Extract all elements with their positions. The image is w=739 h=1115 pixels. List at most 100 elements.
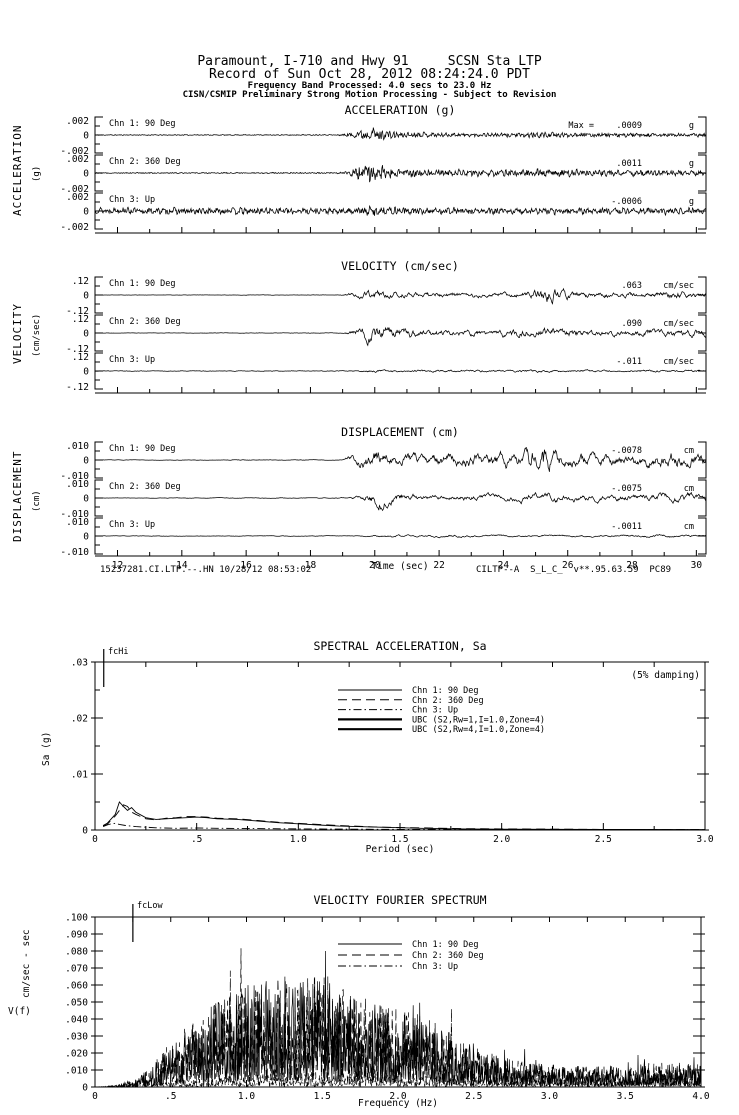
sa-curve-1: [102, 801, 706, 831]
legend-label: UBC (S2,Rw=1,I=1.0,Zone=4): [412, 715, 545, 725]
y-tick-label: 0: [83, 207, 89, 218]
seismogram-trace-velocity-ch1: [95, 287, 707, 305]
legend-label: Chn 1: 90 Deg: [412, 686, 479, 696]
y-tick-label: -.010: [60, 471, 89, 482]
y-tick-label: -.12: [66, 382, 89, 393]
y-tick-label: 0: [82, 1083, 88, 1094]
y-tick-label: .030: [65, 1032, 88, 1043]
y-tick-label: 0: [83, 494, 89, 505]
seismogram-trace-acceleration-ch2: [94, 165, 707, 183]
peak-value-label: .0011: [616, 159, 642, 169]
x-tick-label: 1.5: [314, 1091, 331, 1102]
peak-unit-label: g: [689, 197, 694, 207]
seismogram-trace-velocity-ch3: [94, 369, 706, 374]
peak-unit-label: g: [689, 159, 694, 169]
channel-label: Chn 3: Up: [109, 355, 155, 365]
y-tick-label: .100: [65, 913, 88, 924]
x-tick-label: 2.0: [493, 834, 510, 845]
y-tick-label: .070: [65, 964, 88, 975]
time-tick-label: 20: [369, 560, 381, 571]
x-tick-label: 4.0: [692, 1091, 709, 1102]
y-tick-label: .080: [65, 947, 88, 958]
legend-label: Chn 3: Up: [412, 706, 458, 716]
x-tick-label: 2.0: [389, 1091, 406, 1102]
time-tick-label: 30: [691, 560, 703, 571]
y-tick-label: .040: [65, 1015, 88, 1026]
channel-label: Chn 2: 360 Deg: [109, 317, 181, 327]
time-axis-caption: Time (sec): [371, 561, 429, 572]
y-tick-label: .002: [66, 116, 89, 127]
fclow-marker-label: fcLow: [137, 901, 163, 911]
time-tick-label: 18: [305, 560, 317, 571]
seismogram-trace-acceleration-ch1: [95, 127, 707, 141]
peak-unit-label: g: [689, 121, 694, 131]
x-tick-label: 2.5: [465, 1091, 482, 1102]
time-tick-label: 22: [433, 560, 444, 571]
y-tick-label: .050: [65, 998, 88, 1009]
displacement-title: DISPLACEMENT (cm): [341, 425, 459, 439]
channel-label: Chn 1: 90 Deg: [109, 119, 176, 129]
legend-label: Chn 1: 90 Deg: [412, 940, 479, 950]
station-title: Paramount, I-710 and Hwy 91 SCSN Sta LTP: [197, 54, 542, 69]
processing-disclaimer: CISN/CSMIP Preliminary Strong Motion Pro…: [182, 90, 557, 100]
peak-value-label: .063: [622, 281, 642, 291]
peak-value-label: -.0011: [611, 522, 642, 532]
acceleration-axis-label: ACCELERATION: [11, 124, 24, 216]
time-tick-label: 28: [626, 560, 638, 571]
channel-label: Chn 3: Up: [109, 195, 155, 205]
time-tick-label: 12: [112, 560, 123, 571]
y-tick-label: .12: [72, 276, 89, 287]
y-tick-label: .02: [71, 714, 88, 725]
fourier-axis-label: V(f): [8, 1006, 31, 1017]
fourier-spectrum-title: VELOCITY FOURIER SPECTRUM: [313, 893, 487, 907]
y-tick-label: 0: [83, 131, 89, 142]
processing-id: CILTP--A S_L_C_ v**.95.63.59 PC89: [476, 565, 672, 575]
peak-unit-label: cm/sec: [663, 319, 694, 329]
x-tick-label: .5: [165, 1091, 176, 1102]
x-tick-label: 3.0: [541, 1091, 558, 1102]
peak-value-label: -.011: [616, 357, 642, 367]
y-tick-label: -.010: [60, 547, 89, 558]
y-tick-label: .002: [66, 192, 89, 203]
seismogram-trace-displacement-ch1: [94, 446, 707, 472]
period-axis-caption: Period (sec): [365, 844, 435, 855]
sa-curve-3: [102, 822, 706, 831]
damping-note: (5% damping): [631, 670, 700, 681]
acceleration-title: ACCELERATION (g): [344, 103, 456, 117]
seismogram-trace-acceleration-ch3: [94, 204, 707, 217]
channel-label: Chn 1: 90 Deg: [109, 444, 176, 454]
fourier-axis-units: cm/sec - sec: [21, 929, 32, 998]
fourier-trace-1: [95, 950, 702, 1089]
y-tick-label: .002: [66, 154, 89, 165]
y-tick-label: .010: [66, 479, 89, 490]
sa-axis-label: Sa (g): [41, 731, 52, 766]
channel-label: Chn 3: Up: [109, 520, 155, 530]
y-tick-label: .020: [65, 1049, 88, 1060]
y-tick-label: 0: [83, 329, 89, 340]
displacement-axis-units: (cm): [32, 490, 42, 512]
record-datetime: Record of Sun Oct 28, 2012 08:24:24.0 PD…: [209, 67, 530, 82]
channel-label: Chn 1: 90 Deg: [109, 279, 176, 289]
x-tick-label: 0: [92, 1091, 98, 1102]
x-tick-label: 3.0: [696, 834, 713, 845]
peak-value-label: -.0006: [611, 197, 642, 207]
spectral-acceleration-title: SPECTRAL ACCELERATION, Sa: [313, 639, 487, 653]
y-tick-label: 0: [83, 291, 89, 302]
peak-value-label: -.0075: [611, 484, 642, 494]
frequency-axis-caption: Frequency (Hz): [357, 1098, 439, 1109]
y-tick-label: .010: [66, 441, 89, 452]
peak-value-label: -.0078: [611, 446, 642, 456]
x-tick-label: 3.5: [617, 1091, 634, 1102]
y-tick-label: .060: [65, 981, 88, 992]
time-tick-label: 16: [240, 560, 252, 571]
time-tick-label: 26: [562, 560, 574, 571]
y-tick-label: -.002: [60, 184, 89, 195]
fchi-marker-label: fcHi: [108, 647, 129, 657]
y-tick-label: -.002: [60, 146, 89, 157]
record-id: 15237281.CI.LTP.--.HN 10/28/12 08:53:02: [100, 565, 312, 575]
peak-unit-label: cm: [684, 484, 694, 494]
x-tick-label: 1.0: [238, 1091, 255, 1102]
y-tick-label: .010: [65, 1066, 88, 1077]
channel-label: Chn 2: 360 Deg: [109, 482, 181, 492]
